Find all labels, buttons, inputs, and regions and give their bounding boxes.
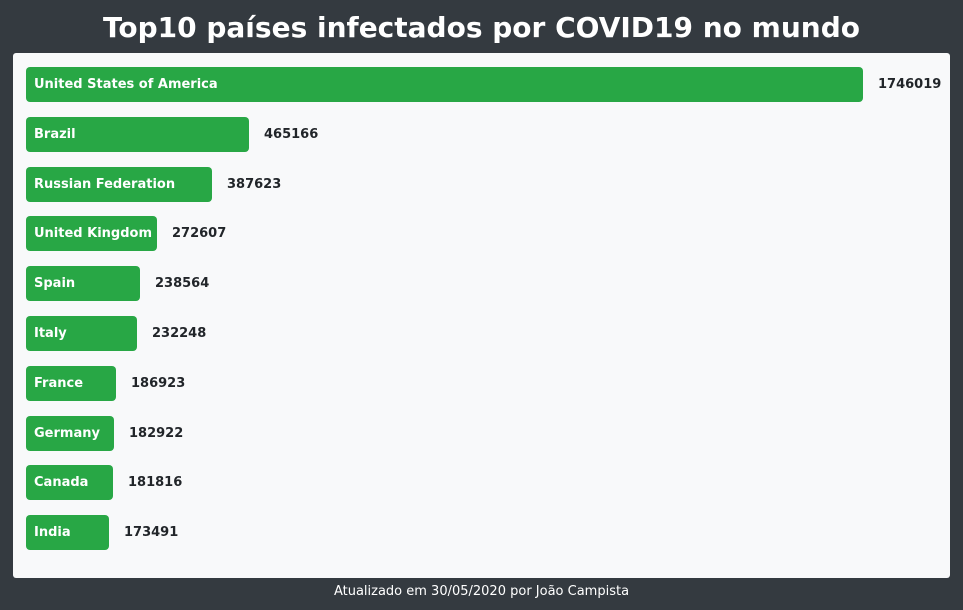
footer-updated-text: Atualizado em 30/05/2020 por João Campis… (333, 584, 630, 599)
bar-row: United Kingdom 272607 (26, 216, 247, 251)
bar-value-label: 173491 (124, 525, 179, 540)
bar-value-label: 186923 (131, 376, 186, 391)
bar-value-label: 272607 (172, 226, 227, 241)
bar-category-label: Russian Federation (34, 177, 176, 192)
bar-category-label: Brazil (34, 127, 76, 142)
bar-value-label: 238564 (155, 276, 210, 291)
bar-row: Italy 232248 (26, 316, 227, 351)
bar (26, 167, 212, 202)
bar (26, 515, 109, 550)
bar-row: Brazil 465166 (26, 117, 339, 152)
bar-value-label: 1746019 (878, 77, 942, 92)
chart-panel: United States of America 1746019 Brazil 465… (13, 53, 950, 578)
bar-value-label: 181816 (128, 475, 183, 490)
bar-value-label: 465166 (264, 127, 319, 142)
bar-row: India 173491 (26, 515, 199, 550)
bar-category-label: United Kingdom (34, 226, 153, 241)
bar (26, 216, 157, 251)
bar-value-label: 387623 (227, 177, 282, 192)
bar (26, 416, 114, 451)
bar (26, 316, 137, 351)
bar-category-label: Spain (34, 276, 76, 291)
bar (26, 67, 863, 102)
bar-category-label: India (34, 525, 71, 540)
bar (26, 266, 140, 301)
bar-value-label: 182922 (129, 426, 184, 441)
bar-row: United States of America 1746019 (26, 67, 953, 102)
bar-category-label: Italy (34, 326, 67, 341)
bar-category-label: Germany (34, 426, 100, 441)
bar (26, 117, 249, 152)
bar-row: Russian Federation 387623 (26, 167, 302, 202)
bar-row: Germany 182922 (26, 416, 204, 451)
bar-row: France 186923 (26, 366, 206, 401)
bar-category-label: France (34, 376, 84, 391)
bar-row: Spain 238564 (26, 266, 230, 301)
bar-category-label: United States of America (34, 77, 218, 92)
bar-category-label: Canada (34, 475, 89, 490)
bar (26, 465, 113, 500)
bar-value-label: 232248 (152, 326, 207, 341)
bar (26, 366, 116, 401)
page-title: Top10 países infectados por COVID19 no m… (103, 11, 860, 44)
bar-row: Canada 181816 (26, 465, 203, 500)
